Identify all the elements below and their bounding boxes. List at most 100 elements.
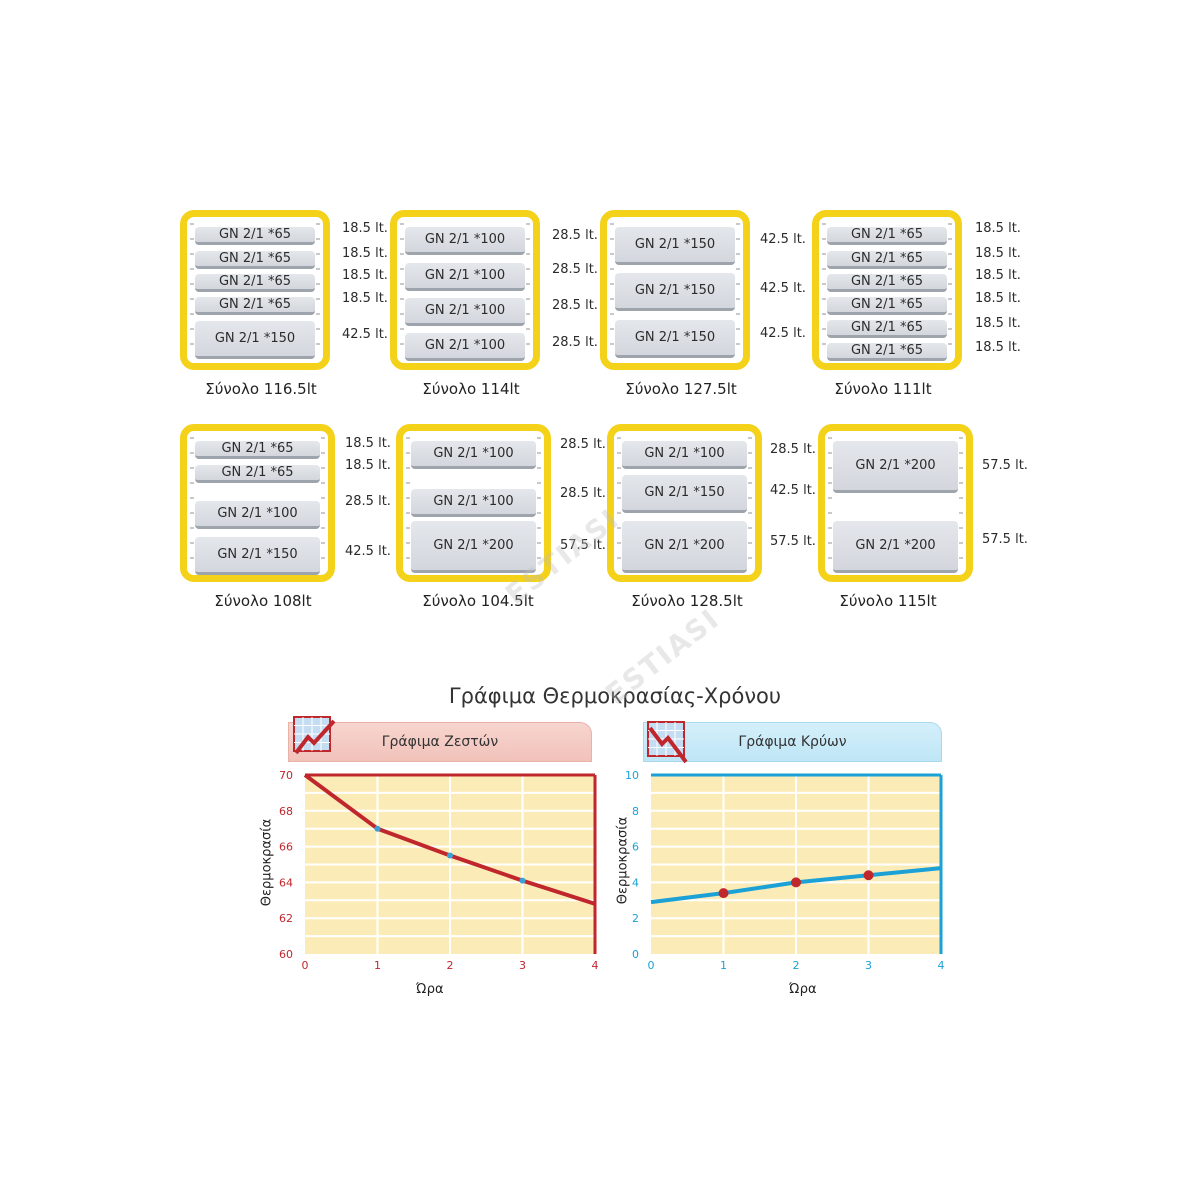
y-tick-label: 64: [279, 876, 293, 889]
x-tick-label: 0: [648, 959, 655, 972]
cold-chart-header: Γράφιμα Κρύων: [643, 722, 942, 762]
container-total: Σύνολο 104.5lt: [422, 592, 534, 610]
gn-pan: GN 2/1 *200: [833, 441, 958, 493]
y-tick-label: 68: [279, 805, 293, 818]
pan-volume: 18.5 lt.: [975, 246, 1021, 261]
shelf-rail: [610, 223, 614, 357]
cold-chart-ylabel: Θερμοκρασία: [615, 816, 631, 905]
y-tick-label: 70: [279, 769, 293, 782]
y-tick-label: 62: [279, 912, 293, 925]
gn-pan: GN 2/1 *65: [827, 251, 947, 269]
pan-volume: 42.5 lt.: [760, 326, 806, 341]
y-tick-label: 6: [632, 841, 639, 854]
cold-chart-title: Γράφιμα Κρύων: [738, 734, 847, 750]
pan-volume: 42.5 lt.: [770, 483, 816, 498]
gn-pan: GN 2/1 *65: [195, 297, 315, 315]
gn-pan: GN 2/1 *100: [405, 333, 525, 361]
y-tick-label: 60: [279, 948, 293, 961]
pan-volume: 18.5 lt.: [345, 458, 391, 473]
pan-volume: 18.5 lt.: [975, 291, 1021, 306]
container-total: Σύνολο 111lt: [834, 380, 932, 398]
shelf-rail: [948, 223, 952, 357]
y-tick-label: 0: [632, 948, 639, 961]
x-tick-label: 2: [447, 959, 454, 972]
pan-volume: 28.5 lt.: [560, 437, 606, 452]
gn-container-box: GN 2/1 *65 GN 2/1 *65 GN 2/1 *65 GN 2/1 *65…: [812, 210, 962, 370]
pan-volume: 18.5 lt.: [975, 316, 1021, 331]
cold-chart-xlabel: Ώρα: [789, 982, 817, 997]
shelf-rail: [748, 437, 752, 569]
shelf-rail: [406, 437, 410, 569]
y-tick-label: 66: [279, 841, 293, 854]
pan-volume: 42.5 lt.: [345, 544, 391, 559]
pan-volume: 57.5 lt.: [770, 534, 816, 549]
y-tick-label: 4: [632, 876, 639, 889]
gn-pan: GN 2/1 *65: [827, 227, 947, 245]
pan-volume: 28.5 lt.: [552, 262, 598, 277]
data-point: [447, 852, 453, 859]
gn-pan: GN 2/1 *100: [411, 489, 536, 517]
container-total: Σύνολο 127.5lt: [625, 380, 737, 398]
pan-volume: 18.5 lt.: [342, 221, 388, 236]
gn-pan: GN 2/1 *100: [411, 441, 536, 469]
pan-volume: 57.5 lt.: [560, 538, 606, 553]
pan-volume: 28.5 lt.: [345, 494, 391, 509]
shelf-rail: [400, 223, 404, 357]
gn-pan: GN 2/1 *200: [833, 521, 958, 573]
hot-chart-icon: [293, 716, 336, 755]
gn-pan: GN 2/1 *65: [827, 274, 947, 292]
pan-volume: 18.5 lt.: [342, 291, 388, 306]
hot-chart-ylabel: Θερμοκρασία: [259, 818, 275, 907]
y-tick-label: 10: [625, 769, 639, 782]
gn-pan: GN 2/1 *200: [622, 521, 747, 573]
x-tick-label: 4: [938, 959, 945, 972]
pan-volume: 42.5 lt.: [760, 232, 806, 247]
x-tick-label: 2: [793, 959, 800, 972]
container-total: Σύνολο 116.5lt: [205, 380, 317, 398]
shelf-rail: [736, 223, 740, 357]
gn-pan: GN 2/1 *150: [622, 475, 747, 513]
gn-pan: GN 2/1 *100: [405, 298, 525, 326]
x-tick-label: 4: [592, 959, 599, 972]
pan-volume: 28.5 lt.: [560, 486, 606, 501]
gn-pan: GN 2/1 *65: [827, 320, 947, 338]
gn-container-box: GN 2/1 *65 GN 2/1 *65 GN 2/1 *100 GN 2/1 *1…: [180, 424, 335, 582]
x-tick-label: 0: [302, 959, 309, 972]
y-tick-label: 2: [632, 912, 639, 925]
shelf-rail: [526, 223, 530, 357]
container-total: Σύνολο 115lt: [839, 592, 937, 610]
gn-pan: GN 2/1 *150: [195, 537, 320, 575]
x-tick-label: 3: [865, 959, 872, 972]
gn-pan: GN 2/1 *100: [195, 501, 320, 529]
pan-volume: 57.5 lt.: [982, 532, 1028, 547]
gn-pan: GN 2/1 *65: [195, 441, 320, 459]
pan-volume: 28.5 lt.: [552, 335, 598, 350]
gn-pan: GN 2/1 *100: [405, 227, 525, 255]
shelf-rail: [537, 437, 541, 569]
x-tick-label: 3: [519, 959, 526, 972]
gn-container-box: GN 2/1 *100 GN 2/1 *150 GN 2/1 *200: [607, 424, 762, 582]
gn-container-box: GN 2/1 *200 GN 2/1 *200: [818, 424, 973, 582]
gn-pan: GN 2/1 *65: [195, 251, 315, 269]
pan-volume: 18.5 lt.: [975, 221, 1021, 236]
pan-volume: 57.5 lt.: [982, 458, 1028, 473]
x-tick-label: 1: [374, 959, 381, 972]
gn-pan: GN 2/1 *100: [405, 263, 525, 291]
shelf-rail: [822, 223, 826, 357]
pan-volume: 28.5 lt.: [552, 298, 598, 313]
data-point: [791, 877, 801, 888]
pan-volume: 18.5 lt.: [975, 268, 1021, 283]
x-tick-label: 1: [720, 959, 727, 972]
shelf-rail: [959, 437, 963, 569]
hot-chart-xlabel: Ώρα: [416, 982, 444, 997]
shelf-rail: [316, 223, 320, 357]
container-total: Σύνολο 108lt: [214, 592, 312, 610]
gn-pan: GN 2/1 *65: [827, 343, 947, 361]
pan-volume: 28.5 lt.: [552, 228, 598, 243]
shelf-rail: [617, 437, 621, 569]
cold-chart-icon: [647, 721, 688, 764]
y-tick-label: 8: [632, 805, 639, 818]
pan-volume: 28.5 lt.: [770, 442, 816, 457]
gn-pan: GN 2/1 *65: [195, 465, 320, 483]
